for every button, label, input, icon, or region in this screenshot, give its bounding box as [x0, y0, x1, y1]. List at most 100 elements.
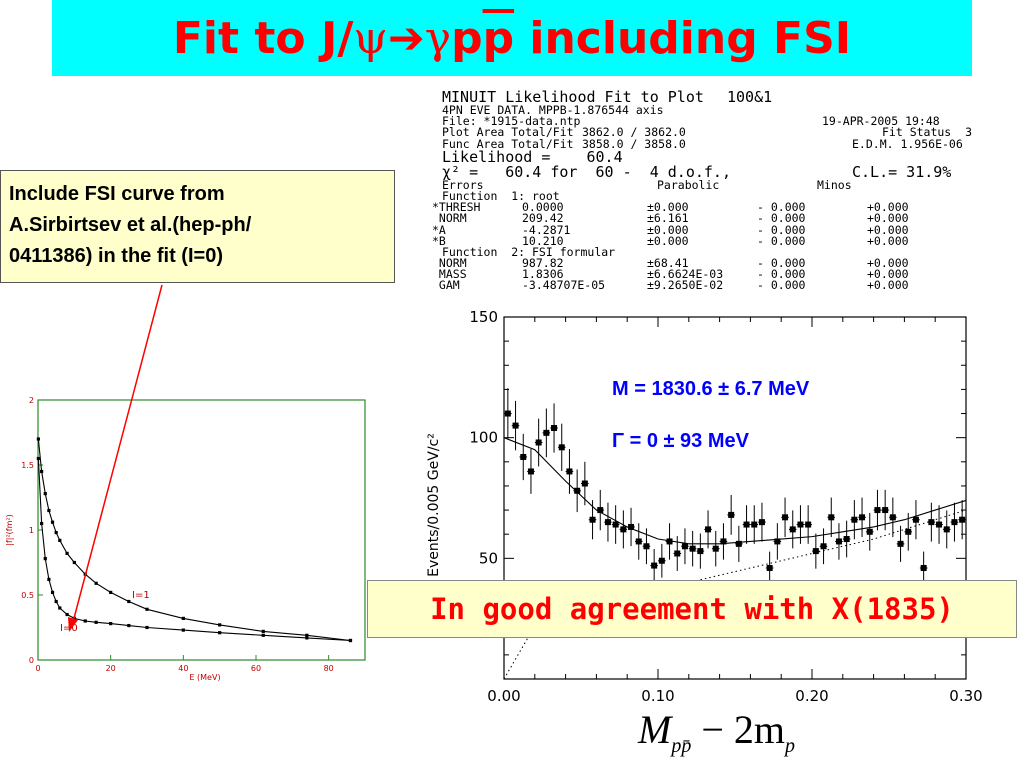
mass-data-point [512, 422, 519, 429]
mass-data-point [674, 550, 681, 557]
fsi-x-tick-label: 0 [35, 664, 40, 673]
mass-data-point [959, 516, 966, 523]
formula-sub-ppbar: pp̄ [671, 735, 692, 757]
fsi-curve-point [43, 557, 47, 561]
minuit-param-minus: - 0.000 [757, 233, 806, 248]
mass-data-point [689, 545, 696, 552]
minuit-param-plus: +0.000 [867, 200, 909, 215]
mass-data-point [589, 516, 596, 523]
formula-sub-p: p [785, 735, 795, 757]
mass-data-point [774, 538, 781, 545]
fsi-x-tick-label: 60 [251, 664, 261, 673]
minuit-cl: C.L.= 31.9% [852, 162, 952, 181]
minuit-plot-id: 100&1 [727, 88, 773, 106]
fsi-curve-point [58, 538, 62, 542]
mass-data-point [551, 425, 558, 432]
mass-data-point [820, 543, 827, 550]
minuit-param-value: 0.0000 [522, 200, 564, 215]
minuit-param-row: *B 10.210 ±0.000 - 0.000 +0.000 [432, 233, 977, 248]
title-psi: ψ [353, 12, 388, 64]
minuit-fit-summary: MINUIT Likelihood Fit to Plot 100&1 4PN E… [432, 90, 977, 315]
minuit-param-value: 209.42 [522, 211, 564, 226]
minuit-param-error: ±6.161 [647, 211, 689, 226]
minuit-param-minus: - 0.000 [757, 222, 806, 237]
minuit-param-value: 1.8306 [522, 267, 564, 282]
minuit-param-row: NORM 987.82 ±68.41 - 0.000 +0.000 [432, 256, 977, 271]
minuit-param-minus: - 0.000 [757, 278, 806, 293]
fsi-curve-point [261, 633, 265, 637]
fsi-y-tick-label: 1 [29, 526, 34, 535]
agreement-callout: In good agreement with X(1835) [367, 580, 1017, 638]
fsi-curve-point [54, 531, 58, 535]
mass-data-point [912, 516, 919, 523]
fsi-y-tick-label: 0 [29, 656, 34, 665]
fsi-curve-point [145, 625, 149, 630]
minuit-param-error: ±6.6624E-03 [647, 267, 724, 282]
mass-data-point [712, 545, 719, 552]
minuit-func-area-label: Func Area Total/Fit [442, 136, 574, 151]
minuit-function-2: Function 2: FSI formular [442, 244, 616, 259]
mass-data-point [535, 439, 542, 446]
minuit-params-function-2: NORM 987.82 ±68.41 - 0.000 +0.000 MASS 1.8306… [432, 256, 977, 293]
fsi-curve-point [65, 551, 69, 555]
fsi-note-box: Include FSI curve from A.Sirbirtsev et a… [0, 170, 395, 283]
minuit-minos: Minos [817, 177, 852, 192]
fsi-curve-point [50, 520, 55, 524]
minuit-file-line: File: *1915-data.ntp [442, 114, 581, 129]
mass-data-point [720, 538, 727, 545]
minuit-param-name: *B [432, 233, 446, 248]
mass-data-point [843, 536, 850, 543]
title-gamma: γ [424, 12, 452, 64]
mass-y-tick-label: 150 [469, 308, 498, 326]
fsi-curve-point [348, 638, 353, 643]
minuit-param-minus: - 0.000 [757, 211, 806, 226]
fsi-curve-point [181, 616, 185, 620]
mass-y-label: Events/0.005 GeV/c² [426, 433, 442, 577]
fsi-label-i0: I=0 [60, 623, 78, 634]
minuit-param-minus: - 0.000 [757, 267, 806, 282]
mass-data-point [574, 487, 581, 494]
fsi-y-tick-label: 1.5 [21, 461, 34, 470]
mass-data-point [835, 538, 842, 545]
mass-data-point [805, 521, 812, 528]
mass-data-point [566, 468, 573, 475]
fsi-note-line-2: A.Sirbirtsev et al.(hep-ph/ [9, 214, 252, 236]
minuit-param-value: 10.210 [522, 233, 564, 248]
mass-data-point [751, 521, 758, 528]
mass-data-point [905, 528, 912, 535]
fsi-curve-point [58, 606, 62, 610]
fsi-curve-point [109, 622, 113, 626]
mass-data-point [658, 557, 665, 564]
mass-data-point [859, 514, 866, 521]
x-axis-formula: Mpp̄ − 2mp [638, 706, 795, 758]
mass-data-point [789, 526, 796, 533]
minuit-parabolic: Parabolic [657, 177, 720, 192]
mass-x-tick-label: 0.30 [949, 687, 982, 705]
fsi-curve-plot: 0 20 40 60 80 0 0.5 1 1.5 2 |f|²(fm²) E (MeV) I=1… [5, 396, 366, 682]
minuit-param-plus: +0.000 [867, 256, 909, 271]
mass-data-point [666, 538, 673, 545]
mass-data-point [543, 429, 550, 436]
minuit-param-error: ±0.000 [647, 222, 689, 237]
fsi-curve-point [47, 508, 51, 513]
minuit-param-name: *A [432, 222, 446, 237]
title-p: p [451, 12, 483, 64]
minuit-func-area-value: 3858.0 / 3858.0 [582, 136, 686, 151]
fsi-curve-point [145, 607, 149, 611]
minuit-edm: E.D.M. 1.956E-06 [852, 136, 963, 151]
mass-y-tick-label: 100 [469, 429, 498, 447]
fsi-curve-point [36, 456, 40, 461]
mass-data-point [628, 523, 635, 530]
fsi-x-tick-label: 80 [324, 664, 334, 673]
minuit-param-row: *A -4.2871 ±0.000 - 0.000 +0.000 [432, 222, 977, 237]
mass-data-point [920, 564, 927, 571]
fsi-x-label: E (MeV) [189, 673, 220, 682]
formula-rest: − 2m [691, 707, 785, 752]
fsi-curve-point [54, 599, 58, 604]
fsi-curve-point [127, 623, 131, 628]
mass-data-point [705, 526, 712, 533]
fsi-curve-point [72, 616, 76, 620]
slide-title: Fit to J/ψ➔γpp including FSI [173, 13, 851, 64]
fsi-label-i1: I=1 [132, 590, 150, 601]
mass-data-point [889, 514, 896, 521]
